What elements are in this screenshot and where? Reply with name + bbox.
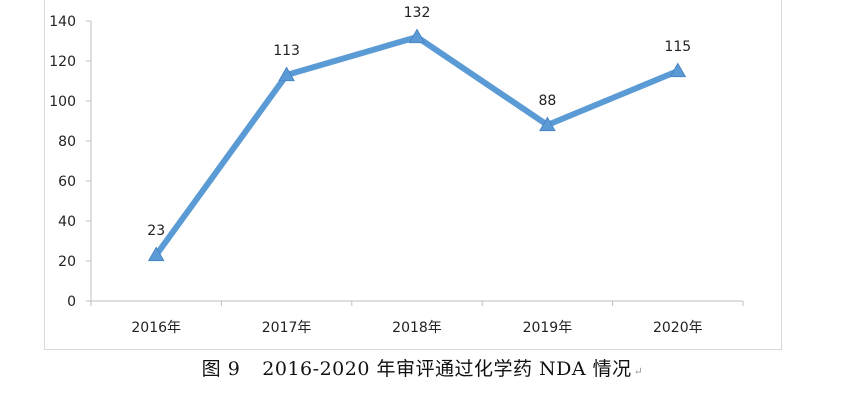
y-tick-label: 20 xyxy=(58,254,76,270)
data-label: 88 xyxy=(538,93,556,109)
series-marker-group xyxy=(147,28,687,262)
y-tick-label: 80 xyxy=(58,134,76,150)
series-line-group xyxy=(153,34,681,258)
x-axis: 2016年 2017年 2018年 2019年 2020年 xyxy=(90,300,744,336)
y-tick-label: 120 xyxy=(49,54,76,70)
x-tick-label: 2019年 xyxy=(523,320,573,336)
figure-caption: 图 9 2016-2020 年审评通过化学药 NDA 情况 ↵ xyxy=(0,354,845,381)
data-point-marker xyxy=(408,28,426,44)
x-tick-label: 2017年 xyxy=(262,320,312,336)
x-tick-label: 2016年 xyxy=(131,320,181,336)
chart-frame xyxy=(44,0,782,350)
data-label-group: 23 113 132 88 115 xyxy=(147,5,691,239)
data-point-marker xyxy=(278,66,295,82)
series-line xyxy=(153,34,681,258)
figure-caption-text: 2016-2020 年审评通过化学药 NDA 情况 xyxy=(262,358,632,380)
figure-number: 图 9 xyxy=(201,358,241,380)
y-tick-label: 40 xyxy=(58,214,76,230)
y-tick-label: 140 xyxy=(49,14,76,30)
data-label: 23 xyxy=(147,223,165,239)
y-axis: 0 20 40 60 80 100 120 140 xyxy=(49,14,92,310)
x-tick-label: 2020年 xyxy=(653,320,703,336)
data-label: 113 xyxy=(273,43,300,59)
y-tick-label: 0 xyxy=(67,294,76,310)
x-tick-label: 2018年 xyxy=(392,320,442,336)
y-tick-label: 60 xyxy=(58,174,76,190)
return-mark-icon: ↵ xyxy=(633,365,644,378)
data-point-marker xyxy=(669,62,687,78)
y-tick-label: 100 xyxy=(49,94,76,110)
data-point-marker xyxy=(539,116,556,132)
data-label: 132 xyxy=(404,5,431,21)
data-label: 115 xyxy=(664,39,691,55)
data-point-marker xyxy=(147,246,165,262)
